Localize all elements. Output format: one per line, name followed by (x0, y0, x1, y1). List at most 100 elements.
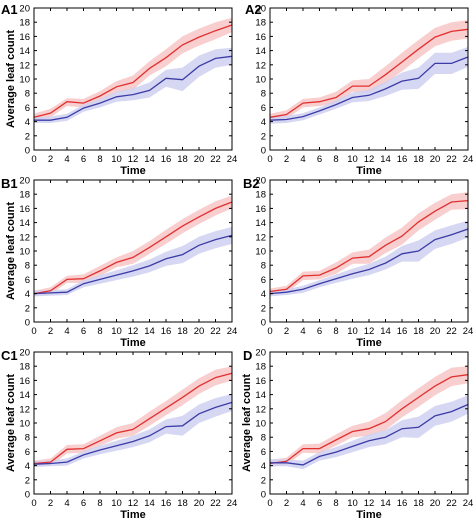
x-tick-label: 14 (144, 326, 155, 337)
y-tick-label: 2 (261, 303, 266, 314)
y-tick-label: 4 (261, 117, 266, 128)
y-tick-label: 18 (19, 362, 30, 373)
y-tick-label: 0 (25, 490, 30, 501)
x-tick-label: 16 (397, 154, 408, 165)
x-tick-label: 12 (364, 498, 375, 509)
x-tick-label: 18 (177, 154, 188, 165)
x-tick-label: 2 (284, 498, 289, 509)
series-2-line (34, 55, 233, 121)
x-tick-label: 18 (413, 326, 424, 337)
y-tick-label: 10 (255, 419, 266, 430)
panel-label: D (243, 348, 252, 363)
y-tick-label: 6 (261, 275, 266, 286)
x-tick-label: 2 (48, 498, 53, 509)
y-tick-label: 20 (255, 4, 266, 15)
x-tick-label: 8 (97, 154, 102, 165)
x-tick-label: 14 (380, 154, 391, 165)
x-tick-label: 12 (364, 154, 375, 165)
y-tick-label: 10 (19, 75, 30, 86)
x-tick-label: 0 (267, 154, 272, 165)
x-tick-label: 0 (31, 498, 36, 509)
x-tick-label: 12 (128, 154, 139, 165)
x-tick-label: 22 (210, 498, 221, 509)
x-axis-label: Time (356, 337, 381, 349)
x-tick-label: 6 (317, 498, 322, 509)
y-tick-label: 8 (261, 89, 266, 100)
x-tick-label: 0 (31, 154, 36, 165)
y-tick-label: 4 (261, 289, 266, 300)
x-tick-label: 10 (111, 154, 122, 165)
x-tick-label: 4 (300, 154, 305, 165)
y-tick-label: 8 (25, 89, 30, 100)
x-tick-label: 10 (347, 326, 358, 337)
x-tick-label: 16 (161, 326, 172, 337)
y-tick-label: 12 (255, 232, 266, 243)
panel-label: A2 (245, 2, 262, 17)
panel-label: B1 (1, 176, 18, 191)
series-1-band (34, 366, 232, 467)
x-tick-label: 6 (81, 154, 86, 165)
series-2-band (270, 47, 468, 124)
x-tick-label: 20 (430, 326, 441, 337)
x-tick-label: 22 (446, 154, 457, 165)
x-tick-label: 4 (300, 498, 305, 509)
y-axis-label: Average leaf count (5, 30, 17, 128)
y-tick-label: 2 (261, 475, 266, 486)
series-2-line (269, 228, 469, 295)
x-tick-label: 6 (317, 154, 322, 165)
panel-label: A1 (1, 2, 18, 17)
x-axis-label: Time (356, 509, 381, 519)
y-tick-label: 4 (25, 117, 30, 128)
y-tick-label: 8 (261, 261, 266, 272)
y-axis-label: Average leaf count (241, 374, 253, 472)
series-1-line (33, 372, 233, 465)
y-tick-label: 18 (255, 190, 266, 201)
y-tick-label: 16 (255, 32, 266, 43)
series-1-line (269, 28, 469, 118)
y-tick-label: 14 (255, 46, 266, 57)
series-1-line (33, 24, 233, 118)
series-2-band (270, 220, 468, 297)
y-tick-label: 14 (19, 218, 30, 229)
x-tick-label: 8 (97, 326, 102, 337)
y-tick-label: 18 (19, 18, 30, 29)
y-tick-label: 6 (25, 103, 30, 114)
y-tick-label: 4 (25, 289, 30, 300)
y-tick-label: 12 (255, 60, 266, 71)
x-tick-label: 4 (64, 498, 69, 509)
y-tick-label: 16 (255, 376, 266, 387)
y-tick-label: 4 (25, 461, 30, 472)
y-tick-label: 16 (19, 376, 30, 387)
x-axis-label: Time (120, 165, 145, 177)
series-1-band (270, 192, 468, 295)
y-tick-label: 18 (19, 190, 30, 201)
y-tick-label: 10 (19, 247, 30, 258)
y-tick-label: 20 (19, 4, 30, 15)
x-tick-label: 24 (227, 154, 238, 165)
y-tick-label: 2 (261, 131, 266, 142)
series-2-line (33, 401, 233, 465)
y-tick-label: 6 (25, 447, 30, 458)
x-tick-label: 16 (397, 498, 408, 509)
y-tick-label: 6 (261, 103, 266, 114)
y-tick-label: 20 (19, 348, 30, 359)
x-tick-label: 6 (317, 326, 322, 337)
x-tick-label: 22 (210, 154, 221, 165)
x-tick-label: 24 (227, 326, 238, 337)
x-tick-label: 20 (430, 498, 441, 509)
series-1-band (34, 17, 232, 121)
series-1-band (34, 195, 232, 297)
x-tick-label: 10 (111, 326, 122, 337)
y-tick-label: 2 (25, 131, 30, 142)
x-tick-label: 20 (194, 154, 205, 165)
x-tick-label: 2 (284, 154, 289, 165)
series-2-band (270, 395, 468, 470)
y-tick-label: 12 (19, 232, 30, 243)
y-tick-label: 14 (255, 390, 266, 401)
x-tick-label: 16 (161, 498, 172, 509)
y-tick-label: 12 (19, 60, 30, 71)
